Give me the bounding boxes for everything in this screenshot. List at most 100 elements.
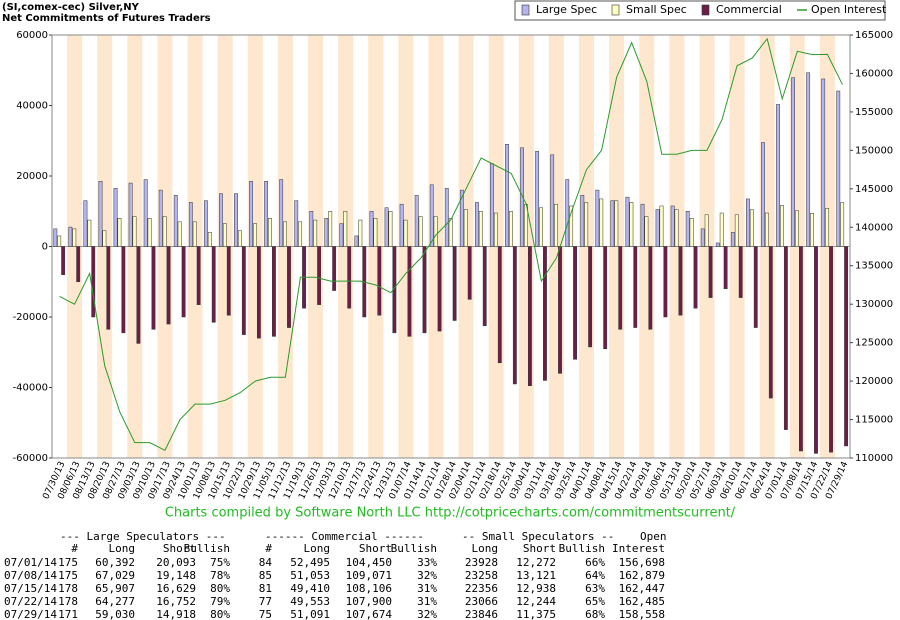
table-cell: 22356 <box>465 582 498 595</box>
bar <box>659 205 664 247</box>
bar <box>219 193 223 247</box>
bar <box>689 218 694 247</box>
bar <box>629 202 634 247</box>
bar <box>678 246 683 316</box>
y2-tick-label: 155000 <box>855 107 893 118</box>
bar <box>188 202 193 247</box>
bar <box>121 246 126 334</box>
table-cell: 66% <box>585 556 605 569</box>
bar <box>166 246 171 325</box>
bar <box>708 246 713 298</box>
table-column-header: Interest <box>612 542 665 555</box>
bar <box>279 179 284 247</box>
bar <box>569 205 574 247</box>
table-cell: 59,030 <box>95 608 135 620</box>
bar <box>497 246 502 364</box>
table-cell: 75 <box>259 608 272 620</box>
bar <box>192 221 197 247</box>
bar <box>640 203 645 247</box>
table-cell: 32% <box>417 569 437 582</box>
bar <box>463 209 468 247</box>
table-cell: 81 <box>259 582 272 595</box>
cot-table: --- Large Speculators --- ------ Commerci… <box>4 530 667 620</box>
bar <box>211 246 216 323</box>
bar <box>253 223 257 247</box>
bar <box>418 216 423 247</box>
bar <box>256 246 261 339</box>
table-cell: 13,121 <box>516 569 556 582</box>
legend-label: Small Spec <box>626 3 687 16</box>
bar <box>810 213 814 247</box>
table-group-header: -- Small Speculators -- <box>462 530 614 543</box>
table-column-header: Short <box>523 542 556 555</box>
bar <box>520 147 524 247</box>
table-cell: 52,495 <box>290 556 330 569</box>
table-cell: 162,485 <box>619 595 665 608</box>
table-cell: 79% <box>210 595 230 608</box>
bar <box>76 246 81 282</box>
y2-tick-label: 120000 <box>855 376 893 387</box>
y2-tick-label: 165000 <box>855 30 893 41</box>
table-cell: 64% <box>585 569 605 582</box>
table-cell: 16,629 <box>156 582 196 595</box>
bar <box>749 209 754 247</box>
bar <box>203 200 208 247</box>
bar <box>550 154 555 247</box>
y-tick-label: 0 <box>42 242 48 253</box>
table-cell: 63% <box>585 582 605 595</box>
table-group-header: Open <box>640 530 667 543</box>
table-cell: 23846 <box>465 608 498 620</box>
table-cell: 68% <box>585 608 605 620</box>
table-cell: 108,106 <box>346 582 392 595</box>
bar <box>482 246 487 327</box>
bar <box>595 189 600 247</box>
line <box>59 37 843 451</box>
chart-title: (SI,comex-cec) Silver,NY <box>2 2 140 13</box>
y-tick-label: 60000 <box>16 30 48 41</box>
table-cell: 12,272 <box>516 556 556 569</box>
bar <box>730 232 735 247</box>
bar <box>715 242 720 247</box>
bar <box>207 232 212 247</box>
bar <box>700 228 705 247</box>
table-cell: 80% <box>210 582 230 595</box>
bar <box>493 212 498 247</box>
bar <box>840 202 845 247</box>
bar <box>332 246 337 291</box>
table-cell: 12,244 <box>516 595 556 608</box>
bar <box>238 230 242 247</box>
table-cell: 85 <box>259 569 272 582</box>
legend-swatch <box>611 4 620 16</box>
table-cell: 162,879 <box>619 569 665 582</box>
table-cell: 104,450 <box>346 556 392 569</box>
bar <box>151 246 156 330</box>
bar <box>768 246 773 399</box>
bar <box>625 196 630 247</box>
bar <box>633 246 638 328</box>
table-cell: 109,071 <box>346 569 392 582</box>
bar <box>512 246 517 385</box>
y2-tick-label: 115000 <box>855 415 893 426</box>
bar <box>283 221 287 247</box>
bar <box>806 72 811 247</box>
table-group-header: --- Large Speculators --- <box>60 530 226 543</box>
table-cell: 171 <box>58 608 78 620</box>
bar <box>795 210 799 247</box>
table-column-header: Bullish <box>184 542 230 555</box>
bar <box>403 219 408 247</box>
bar <box>599 198 604 247</box>
table-cell: 23066 <box>465 595 498 608</box>
bar <box>753 246 758 328</box>
bar <box>558 246 562 374</box>
bar <box>655 209 660 247</box>
bar <box>373 218 378 247</box>
bar <box>527 246 532 386</box>
table-column-header: Short <box>163 542 196 555</box>
table-cell: 156,698 <box>619 556 665 569</box>
table-cell: 14,918 <box>156 608 196 620</box>
bar <box>674 209 679 247</box>
table-cell: 16,752 <box>156 595 196 608</box>
bar <box>685 211 690 247</box>
bar <box>53 228 58 247</box>
